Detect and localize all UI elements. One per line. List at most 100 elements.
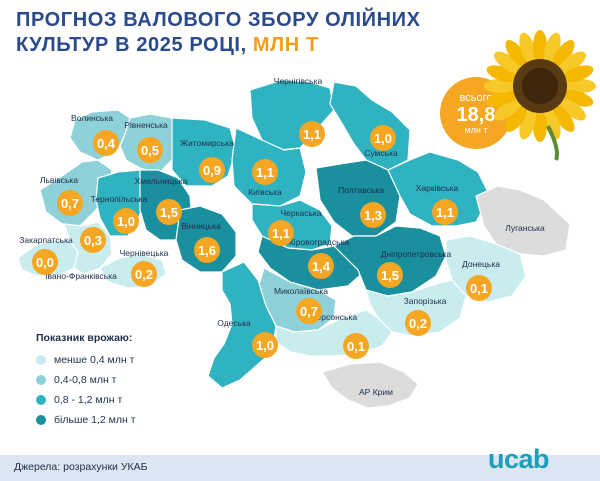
sunflower-stem [546, 125, 559, 161]
value-label-ivano-frankivska: 0,3 [84, 233, 102, 248]
sunflower-petal [505, 40, 528, 68]
region-donetska [445, 235, 527, 303]
sunflower-petal [494, 51, 522, 74]
value-label-zaporizka: 0,2 [409, 316, 427, 331]
sunflower-petal [486, 90, 518, 107]
legend-item: більше 1,2 млн т [36, 410, 136, 430]
legend-label: більше 1,2 млн т [54, 414, 136, 426]
page-title: ПРОГНОЗ ВАЛОВОГО ЗБОРУ ОЛІЙНИХ КУЛЬТУР В… [16, 8, 436, 58]
value-label-kharkivska: 1,1 [436, 205, 454, 220]
value-bubble-khersonska [343, 333, 369, 359]
sunflower-petal [519, 32, 536, 64]
value-label-ternopilska: 1,0 [117, 214, 135, 229]
legend-swatch [36, 415, 46, 425]
value-label-khersonska: 0,1 [347, 339, 365, 354]
legend-label: 0,4-0,8 млн т [54, 374, 117, 386]
sunflower-petal [533, 30, 547, 62]
value-label-zhytomyrska: 0,9 [203, 163, 221, 178]
region-label-poltavska: Полтавська [338, 185, 384, 195]
sunflower-icon [484, 30, 596, 161]
value-label-rivnenska: 0,5 [141, 143, 159, 158]
value-label-kirovohradska: 1,4 [312, 259, 331, 274]
value-label-zakarpatska: 0,0 [36, 255, 54, 270]
sunflower-petal [552, 104, 575, 132]
value-label-dnipropetrovska: 1,5 [381, 268, 399, 283]
region-label-khmelnytska: Хмельницька [135, 176, 188, 186]
region-label-donetska: Донецька [462, 259, 500, 269]
ucab-logo: ucab [488, 444, 550, 474]
region-label-dnipropetrovska: Дніпропетровська [381, 249, 452, 259]
source-note: Джерела: розрахунки УКАБ [14, 461, 148, 473]
value-label-cherkaska: 1,1 [272, 226, 290, 241]
region-label-volynska: Волинська [71, 113, 113, 123]
legend-swatch [36, 375, 46, 385]
sunflower-petal [552, 40, 575, 68]
region-label-zakarpatska: Закарпатська [19, 235, 73, 245]
value-bubble-lvivska [57, 190, 83, 216]
value-bubble-kyivska [252, 159, 278, 185]
sunflower-petal [558, 98, 586, 121]
title-line-2: КУЛЬТУР В 2025 РОЦІ, [16, 34, 247, 56]
region-label-rivnenska: Рівненська [124, 120, 168, 130]
value-bubble-donetska [466, 275, 492, 301]
value-label-volynska: 0,4 [97, 136, 116, 151]
value-bubble-odeska [252, 332, 278, 358]
region-label-mykolaivska: Миколаївська [274, 286, 328, 296]
value-bubble-mykolaivska [296, 298, 322, 324]
value-bubble-khmelnytska [156, 199, 182, 225]
region-label-kirovohradska: Кіровоградська [289, 237, 350, 247]
value-bubble-chernihivska [299, 121, 325, 147]
total-unit: млн т [464, 125, 487, 135]
value-label-chernivetska: 0,2 [135, 267, 153, 282]
value-bubble-sumska [370, 125, 396, 151]
sunflower-petal [484, 79, 516, 93]
value-bubble-kirovohradska [308, 253, 334, 279]
total-label: всього [460, 92, 493, 104]
value-bubble-ternopilska [113, 208, 139, 234]
legend-label: менше 0,4 млн т [54, 354, 135, 366]
value-label-lvivska: 0,7 [61, 196, 79, 211]
value-bubble-ivano-frankivska [80, 227, 106, 253]
legend-item: менше 0,4 млн т [36, 350, 136, 370]
legend-item: 0,8 - 1,2 млн т [36, 390, 136, 410]
sunflower-petal [544, 108, 561, 140]
legend-swatch [36, 355, 46, 365]
region-label-kyivska: Київська [248, 187, 282, 197]
region-label-zaporizka: Запорізька [404, 296, 447, 306]
value-bubble-kharkivska [432, 199, 458, 225]
region-label-zhytomyrska: Житомирська [180, 138, 234, 148]
value-label-sumska: 1,0 [374, 131, 392, 146]
region-label-ar-krym: АР Крим [359, 387, 393, 397]
region-label-cherkaska: Черкаська [280, 208, 321, 218]
region-label-vinnytska: Вінницька [181, 221, 221, 231]
sunflower-petal [494, 98, 522, 121]
sunflower-petal [564, 79, 596, 93]
value-bubble-volynska [93, 130, 119, 156]
region-luhanska [475, 185, 571, 257]
value-bubble-chernivetska [131, 261, 157, 287]
value-bubble-zaporizka [405, 310, 431, 336]
region-label-lvivska: Львівська [40, 175, 78, 185]
legend-item: 0,4-0,8 млн т [36, 370, 136, 390]
sunflower-petal [533, 110, 547, 142]
value-bubble-zakarpatska [32, 249, 58, 275]
value-label-odeska: 1,0 [256, 338, 274, 353]
value-bubble-zhytomyrska [199, 157, 225, 183]
region-label-kharkivska: Харківська [416, 183, 459, 193]
value-label-mykolaivska: 0,7 [300, 304, 318, 319]
region-ar-krym [321, 361, 419, 409]
title-unit: МЛН Т [246, 34, 319, 56]
value-bubble-dnipropetrovska [377, 262, 403, 288]
title-line-1: ПРОГНОЗ ВАЛОВОГО ЗБОРУ ОЛІЙНИХ [16, 9, 421, 31]
value-label-poltavska: 1,3 [364, 208, 382, 223]
sunflower-petal [558, 51, 586, 74]
value-label-khmelnytska: 1,5 [160, 205, 178, 220]
sunflower-petal [562, 65, 594, 82]
region-label-ternopilska: Тернопільська [91, 194, 148, 204]
sunflower-core [522, 68, 558, 104]
region-label-chernivetska: Чернівецька [120, 248, 169, 258]
legend-swatch [36, 395, 46, 405]
region-label-luhanska: Луганська [505, 223, 545, 233]
